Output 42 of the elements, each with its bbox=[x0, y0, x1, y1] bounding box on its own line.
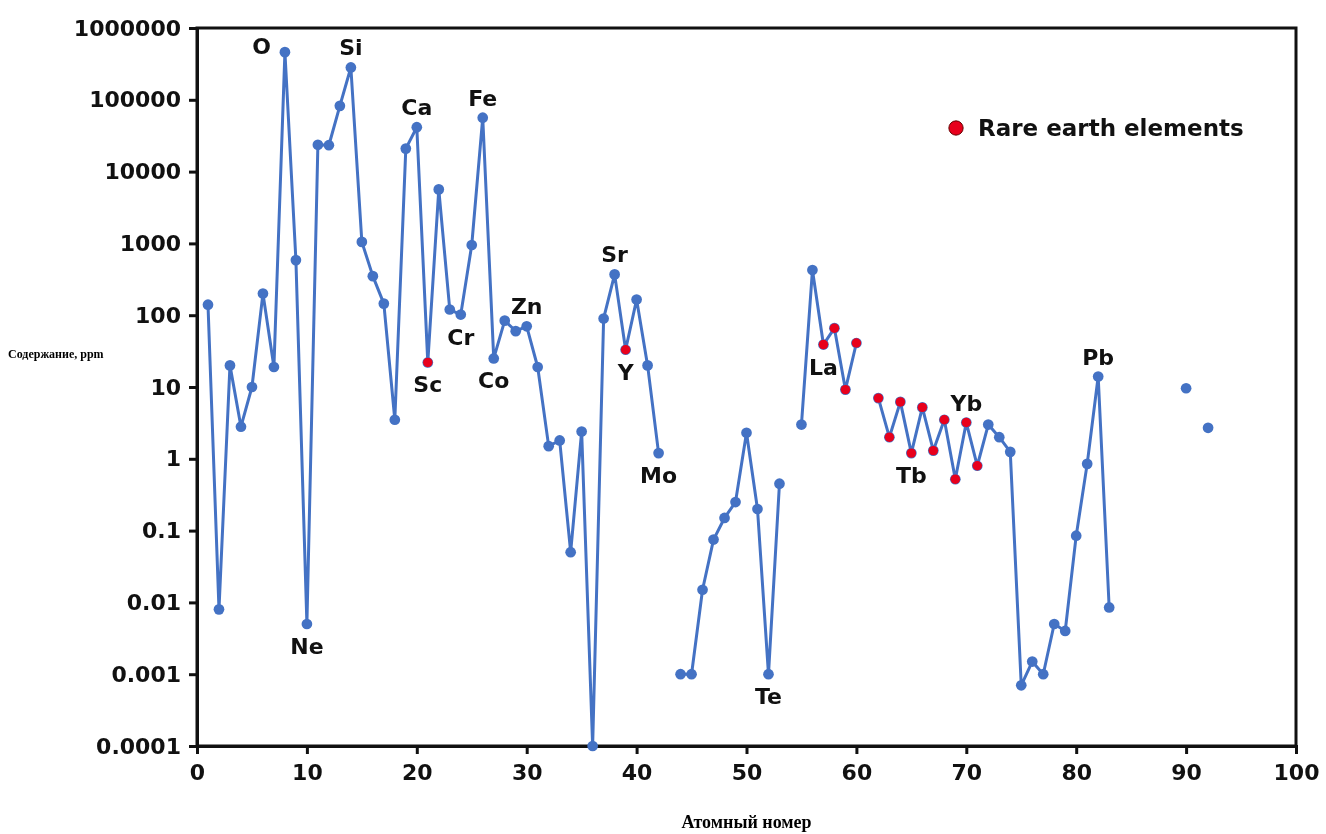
annotation: Sr bbox=[601, 242, 629, 268]
x-tick-label: 50 bbox=[731, 759, 763, 785]
annotation: Zn bbox=[510, 294, 543, 320]
annotation: Pb bbox=[1082, 344, 1115, 370]
x-tick-label: 80 bbox=[1061, 759, 1093, 785]
y-tick-label: 100000 bbox=[89, 87, 181, 113]
annotation: Ne bbox=[290, 634, 324, 660]
annotation: Yb bbox=[949, 390, 983, 416]
annotation: Mo bbox=[640, 463, 678, 489]
y-tick-label: 0.0001 bbox=[96, 733, 181, 759]
x-tick-label: 60 bbox=[841, 759, 873, 785]
y-tick-label: 1000 bbox=[119, 230, 181, 256]
x-tick-label: 30 bbox=[511, 759, 543, 785]
annotation: O bbox=[252, 34, 271, 60]
y-tick-label: 0.001 bbox=[111, 661, 181, 687]
annotation: Fe bbox=[468, 85, 498, 111]
y-tick-label: 10 bbox=[150, 374, 181, 400]
x-tick-label: 40 bbox=[621, 759, 653, 785]
annotation: Y bbox=[616, 359, 635, 385]
annotation: Co bbox=[478, 368, 510, 394]
annotation: Ca bbox=[401, 95, 433, 121]
annotation: Tb bbox=[895, 463, 927, 489]
annotation: Si bbox=[339, 35, 363, 61]
x-tick-label: 20 bbox=[401, 759, 433, 785]
legend-label: Rare earth elements bbox=[978, 115, 1244, 141]
x-tick-label: 90 bbox=[1171, 759, 1202, 785]
x-tick-label: 70 bbox=[951, 759, 983, 785]
x-axis-title: Атомный номер bbox=[681, 812, 812, 832]
annotation: Sc bbox=[413, 372, 443, 398]
y-tick-label: 1000000 bbox=[73, 15, 181, 41]
y-tick-label: 0.1 bbox=[142, 518, 181, 544]
x-tick-label: 10 bbox=[292, 759, 323, 785]
y-axis-title: Содержание, ppm bbox=[8, 346, 104, 361]
x-tick-label: 100 bbox=[1273, 759, 1320, 785]
y-tick-label: 1 bbox=[165, 446, 181, 472]
annotation: Cr bbox=[447, 324, 475, 350]
y-tick-label: 0.01 bbox=[126, 589, 181, 615]
x-tick-label: 0 bbox=[189, 759, 206, 785]
annotation: La bbox=[808, 354, 838, 380]
y-tick-label: 10000 bbox=[104, 159, 181, 185]
y-tick-label: 100 bbox=[135, 302, 181, 328]
annotation: Te bbox=[754, 684, 782, 710]
